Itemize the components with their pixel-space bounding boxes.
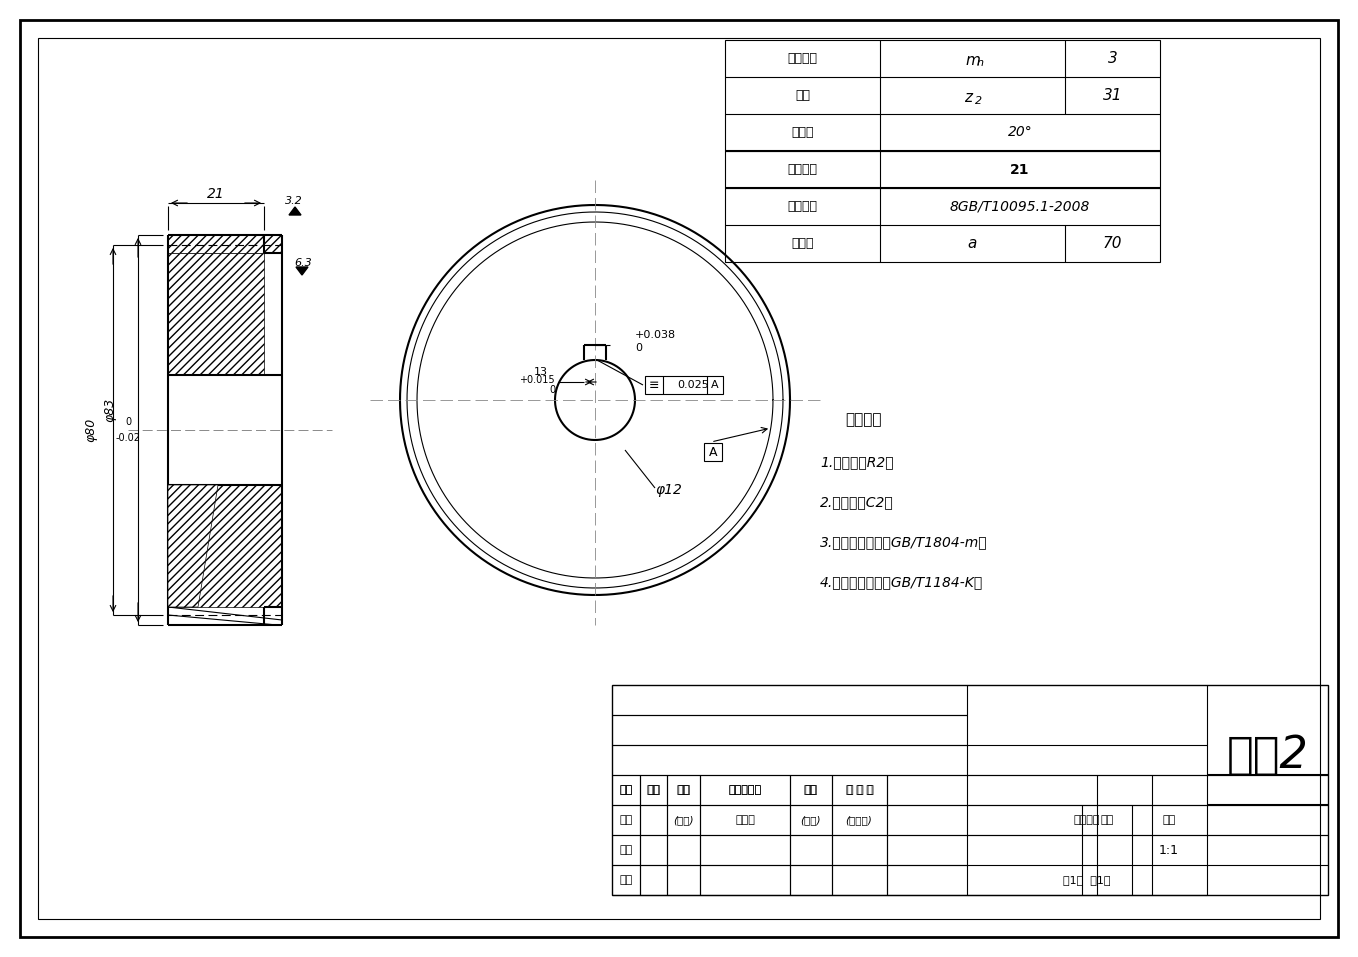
Text: -0.02: -0.02 [115,433,140,443]
Bar [703,443,722,461]
Text: 更改文件号: 更改文件号 [728,785,762,795]
Text: 3.2: 3.2 [285,196,303,206]
Text: 精度等级: 精度等级 [788,200,818,213]
Text: 制图: 制图 [619,845,633,855]
Text: 4.未注几何公差按GB/T1184-K。: 4.未注几何公差按GB/T1184-K。 [820,575,983,589]
Polygon shape [296,267,308,275]
Text: 审核: 审核 [619,875,633,885]
Text: +0.038: +0.038 [636,330,676,340]
Text: 年 月 日: 年 月 日 [846,785,872,795]
Text: ≡: ≡ [649,379,659,391]
Text: m: m [966,53,980,68]
Text: (年月日): (年月日) [846,815,872,825]
Text: A: A [712,380,718,390]
Text: 处数: 处数 [646,785,660,795]
Bar [168,235,282,253]
Text: φ83: φ83 [103,398,117,422]
Text: (签名): (签名) [800,815,820,825]
Text: 21: 21 [208,187,225,201]
Text: 31: 31 [1103,88,1122,103]
Text: 3: 3 [1108,51,1118,66]
Text: A: A [709,446,717,458]
Text: 分区: 分区 [678,785,691,795]
Text: 技术要求: 技术要求 [845,412,881,428]
Text: +0.015: +0.015 [519,375,555,385]
Text: 签名: 签名 [804,785,818,795]
Text: z: z [964,90,972,105]
Bar [168,485,282,607]
Text: a: a [968,236,978,251]
Text: φ12: φ12 [655,483,682,497]
Text: 1:1: 1:1 [1158,843,1179,857]
Text: 法向模数: 法向模数 [788,52,818,65]
Text: 21: 21 [1010,163,1029,176]
Text: 0.025: 0.025 [678,380,709,390]
Text: n: n [976,58,985,69]
Text: 6.3: 6.3 [293,258,312,268]
Text: 重量: 重量 [1100,815,1114,825]
Text: 2.未注倒角C2。: 2.未注倒角C2。 [820,495,894,509]
Bar [645,376,722,394]
Text: 压力角: 压力角 [792,126,813,139]
Text: 标准化: 标准化 [735,815,755,825]
Text: 比例: 比例 [1162,815,1176,825]
Text: 分区: 分区 [676,785,690,795]
Polygon shape [289,207,301,215]
Bar [168,253,263,375]
Text: 20°: 20° [1008,125,1032,140]
Text: 0: 0 [636,343,642,353]
Text: 标记: 标记 [619,785,633,795]
Text: 齿数: 齿数 [794,89,809,102]
Text: 中心距: 中心距 [792,237,813,250]
Text: 3.线性尺寸未注按GB/T1804-m。: 3.线性尺寸未注按GB/T1804-m。 [820,535,987,549]
Text: 13: 13 [534,367,549,377]
Text: 签名: 签名 [804,785,816,795]
Text: 70: 70 [1103,236,1122,251]
Text: φ80: φ80 [84,418,98,442]
Text: 共1页  第1页: 共1页 第1页 [1063,875,1111,885]
Text: 齿齿宽度: 齿齿宽度 [788,163,818,176]
Text: 设计: 设计 [619,815,633,825]
Text: 1.未注圆角R2。: 1.未注圆角R2。 [820,455,894,469]
Bar [612,685,1328,895]
Bar [725,40,1160,262]
Text: 8GB/T10095.1-2008: 8GB/T10095.1-2008 [949,199,1090,213]
Text: 图样标记: 图样标记 [1074,815,1100,825]
Text: (签名): (签名) [672,815,693,825]
Text: 0: 0 [549,385,555,395]
Text: 标记: 标记 [619,785,633,795]
Text: 年 月 日: 年 月 日 [846,785,873,795]
Text: 2: 2 [975,96,982,105]
Text: 0: 0 [125,417,132,427]
Polygon shape [168,485,219,607]
Text: 更改文件号: 更改文件号 [728,785,762,795]
Text: 处数: 处数 [648,785,660,795]
Text: 齿轢2: 齿轢2 [1226,733,1309,776]
